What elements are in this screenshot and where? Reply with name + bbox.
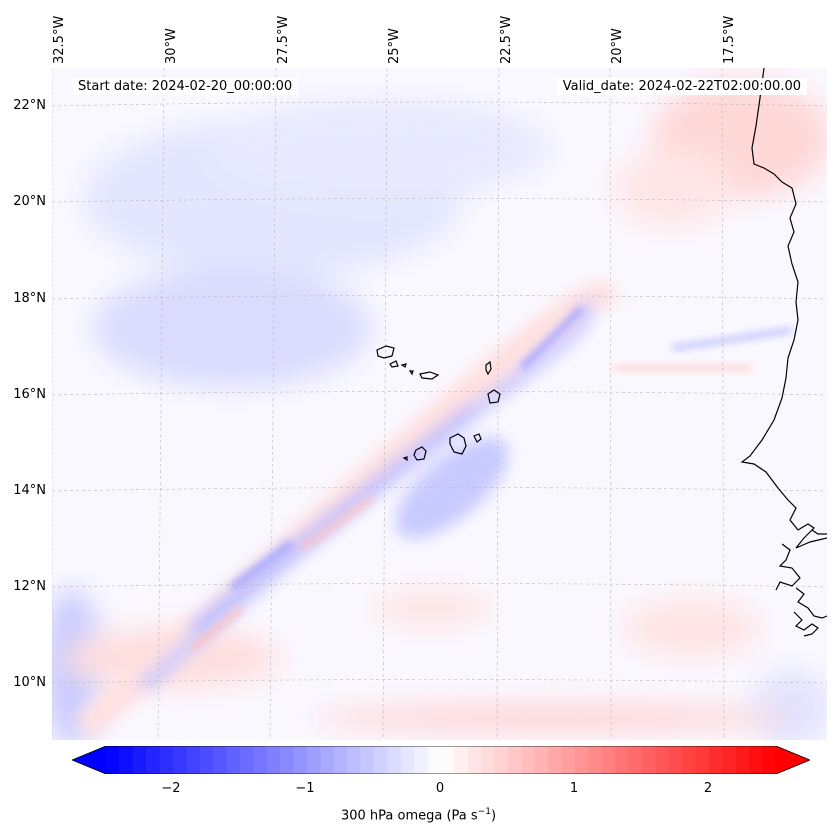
colorbar-cell — [668, 746, 683, 774]
lon-label-32-5w: 32.5°W — [52, 15, 67, 64]
colorbar-cell — [320, 746, 335, 774]
colorbar-cell — [682, 746, 697, 774]
lon-label-30w: 30°W — [164, 28, 179, 64]
lat-label-12n: 12°N — [13, 579, 46, 594]
colorbar-extend-min — [72, 746, 107, 774]
colorbar-cell — [253, 746, 268, 774]
colorbar-cell — [695, 746, 710, 774]
colorbar-cell — [628, 746, 643, 774]
band-detail — [190, 305, 793, 651]
lon-label-27-5w: 27.5°W — [276, 15, 291, 64]
colorbar-label-end: ) — [490, 808, 497, 824]
colorbar-extend-max — [775, 746, 810, 774]
colorbar-cell — [199, 746, 214, 774]
colorbar — [72, 746, 810, 774]
lon-label-25w: 25°W — [387, 28, 402, 64]
colorbar-cell — [240, 746, 254, 774]
colorbar-cell — [307, 746, 321, 774]
start-date-label: Start date: 2024-02-20_00:00:00 — [72, 78, 299, 95]
colorbar-cell — [494, 746, 509, 774]
colorbar-cell — [441, 746, 455, 774]
colorbar-cell — [561, 746, 576, 774]
colorbar-cell — [481, 746, 496, 774]
colorbar-cell — [588, 746, 603, 774]
colorbar-cell — [521, 746, 536, 774]
colorbar-cell — [427, 746, 442, 774]
colorbar-label-exponent: −1 — [477, 807, 491, 817]
colorbar-cell — [548, 746, 563, 774]
colorbar-tick-2: 2 — [703, 781, 713, 796]
colorbar-cell — [226, 746, 241, 774]
colorbar-cell — [266, 746, 281, 774]
west-africa-coastline — [740, 68, 827, 637]
lat-label-20n: 20°N — [13, 194, 46, 209]
colorbar-cell — [508, 746, 522, 774]
colorbar-tick-0: 0 — [435, 781, 445, 796]
colorbar-cell — [293, 746, 308, 774]
colorbar-cell — [534, 746, 549, 774]
colorbar-cell — [280, 746, 295, 774]
colorbar-cell — [146, 746, 161, 774]
colorbar-cell — [119, 746, 134, 774]
colorbar-cell — [735, 746, 750, 774]
colorbar-cell — [454, 746, 469, 774]
lon-label-20w: 20°W — [610, 28, 625, 64]
colorbar-cell — [722, 746, 737, 774]
colorbar-cell — [106, 746, 120, 774]
colorbar-cell — [333, 746, 348, 774]
colorbar-cell — [749, 746, 764, 774]
colorbar-label: 300 hPa omega (Pa s−1) — [0, 807, 837, 823]
colorbar-cell — [414, 746, 429, 774]
colorbar-cell — [360, 746, 375, 774]
colorbar-cell — [467, 746, 482, 774]
valid-date-label: Valid_date: 2024-02-22T02:00:00.00 — [556, 78, 807, 95]
lat-label-18n: 18°N — [13, 291, 46, 306]
colorbar-cell — [374, 746, 388, 774]
lat-label-16n: 16°N — [13, 387, 46, 402]
diagonal-frontal-band — [73, 277, 622, 739]
colorbar-cell — [642, 746, 656, 774]
colorbar-cell — [655, 746, 670, 774]
colorbar-tick-1: 1 — [569, 781, 579, 796]
colorbar-cell — [601, 746, 616, 774]
colorbar-cell — [615, 746, 630, 774]
lon-label-22-5w: 22.5°W — [499, 15, 514, 64]
lat-label-22n: 22°N — [13, 98, 46, 113]
colorbar-cell — [347, 746, 362, 774]
colorbar-cell — [159, 746, 174, 774]
omega-field — [52, 68, 827, 740]
colorbar-cell — [575, 746, 589, 774]
cape-verde-islands — [376, 345, 501, 462]
colorbar-cell — [132, 746, 147, 774]
colorbar-cell — [709, 746, 723, 774]
lat-label-10n: 10°N — [13, 675, 46, 690]
colorbar-cell — [400, 746, 415, 774]
colorbar-cell — [213, 746, 228, 774]
colorbar-cell — [173, 746, 187, 774]
graticule — [52, 68, 827, 740]
colorbar-label-text: 300 hPa omega (Pa s — [340, 808, 478, 824]
lon-label-17-5w: 17.5°W — [722, 15, 737, 64]
colorbar-cell — [762, 746, 777, 774]
omega-map-panel: Start date: 2024-02-20_00:00:00 Valid_da… — [52, 68, 827, 740]
colorbar-tick-neg2: −2 — [161, 781, 181, 796]
colorbar-cell — [387, 746, 402, 774]
lat-label-14n: 14°N — [13, 483, 46, 498]
colorbar-cell — [186, 746, 201, 774]
colorbar-tick-neg1: −1 — [295, 781, 315, 796]
